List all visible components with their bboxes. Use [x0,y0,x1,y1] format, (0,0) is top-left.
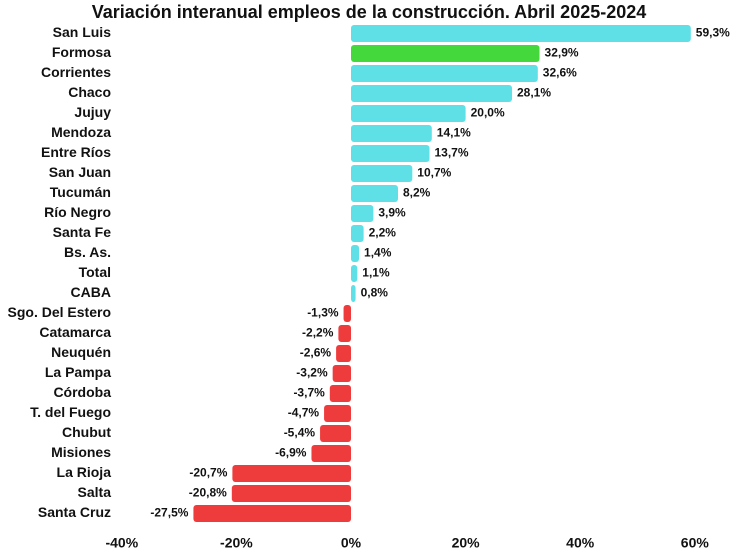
x-tick-label: -40% [105,535,138,551]
bar [351,25,691,42]
bar [329,385,351,402]
bar [351,265,358,282]
category-label: Jujuy [74,104,111,120]
bar [320,425,351,442]
bar [351,245,360,262]
bar [351,45,540,62]
bar [311,445,351,462]
bar [332,365,351,382]
bar [351,85,513,102]
data-label: 20,0% [471,106,505,120]
bar [193,505,351,522]
data-label: 1,1% [362,266,390,280]
category-label: Tucumán [50,184,111,200]
data-label: 3,9% [378,206,406,220]
category-label: Sgo. Del Estero [8,304,111,320]
bar [338,325,351,342]
x-tick-label: -20% [220,535,253,551]
data-label: 59,3% [696,26,730,40]
category-label: Chubut [62,424,111,440]
data-label: 10,7% [417,166,451,180]
data-label: 0,8% [361,286,389,300]
category-label: Corrientes [41,64,111,80]
category-label: T. del Fuego [30,404,111,420]
category-label: Catamarca [39,324,111,340]
data-label: 32,9% [545,46,579,60]
bar [324,405,351,422]
data-label: 13,7% [435,146,469,160]
category-label: Total [79,264,111,280]
bar [351,65,538,82]
data-label: -20,8% [189,486,227,500]
bar [351,105,466,122]
category-label: La Rioja [57,464,112,480]
data-label: 8,2% [403,186,431,200]
data-label: -2,6% [300,346,332,360]
bar [231,485,351,502]
bar [351,185,398,202]
bar [351,205,374,222]
category-label: Formosa [52,44,111,60]
category-label: Santa Fe [53,224,112,240]
category-label: San Luis [53,24,112,40]
bar [351,145,430,162]
data-label: 2,2% [369,226,397,240]
bar [336,345,351,362]
data-label: -2,2% [302,326,334,340]
bar [351,125,432,142]
x-tick-label: 0% [341,535,362,551]
data-label: 28,1% [517,86,551,100]
category-label: Entre Ríos [41,144,111,160]
bar [351,285,356,302]
category-label: Córdoba [53,384,111,400]
category-label: Misiones [51,444,111,460]
x-tick-label: 60% [681,535,710,551]
data-label: -6,9% [275,446,307,460]
category-label: Santa Cruz [38,504,111,520]
category-label: La Pampa [45,364,111,380]
category-label: CABA [71,284,111,300]
data-label: 14,1% [437,126,471,140]
bar [351,165,413,182]
category-label: Chaco [68,84,111,100]
data-label: 32,6% [543,66,577,80]
chart-title: Variación interanual empleos de la const… [91,2,647,22]
category-label: Río Negro [44,204,111,220]
category-label: San Juan [49,164,111,180]
category-label: Salta [78,484,112,500]
bar [232,465,351,482]
category-label: Bs. As. [64,244,111,260]
bar [343,305,351,322]
category-label: Mendoza [51,124,111,140]
x-tick-label: 20% [452,535,481,551]
data-label: -20,7% [189,466,227,480]
category-label: Neuquén [51,344,111,360]
data-label: -4,7% [288,406,320,420]
x-tick-label: 40% [566,535,595,551]
bar [351,225,364,242]
data-label: -1,3% [307,306,339,320]
data-label: -3,2% [296,366,328,380]
data-label: -3,7% [293,386,325,400]
data-label: -27,5% [150,506,188,520]
data-label: -5,4% [284,426,316,440]
data-label: 1,4% [364,246,392,260]
